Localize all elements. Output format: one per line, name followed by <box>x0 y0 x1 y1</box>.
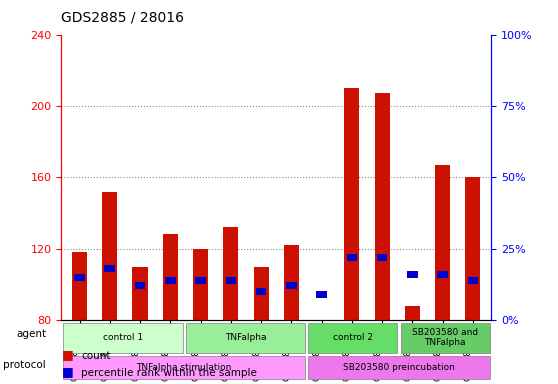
FancyBboxPatch shape <box>63 356 305 379</box>
Bar <box>437 271 448 278</box>
Bar <box>284 245 299 320</box>
Bar <box>256 288 266 295</box>
Bar <box>165 276 176 284</box>
Bar <box>465 177 480 320</box>
Text: TNFalpha: TNFalpha <box>225 333 266 342</box>
Text: agent: agent <box>16 329 46 339</box>
Bar <box>163 235 178 320</box>
Bar <box>286 282 297 290</box>
Bar <box>435 165 450 320</box>
Text: ■: ■ <box>61 365 73 378</box>
Bar <box>223 227 238 320</box>
Text: ■: ■ <box>61 348 73 361</box>
Bar <box>195 276 206 284</box>
Text: SB203580 preincubation: SB203580 preincubation <box>343 363 455 372</box>
Text: control 1: control 1 <box>103 333 143 342</box>
Bar <box>407 271 418 278</box>
Bar <box>405 306 420 320</box>
Bar <box>102 192 117 320</box>
Bar <box>225 276 236 284</box>
Bar <box>344 88 359 320</box>
Text: control 2: control 2 <box>333 333 373 342</box>
Bar <box>253 266 268 320</box>
Bar <box>468 276 478 284</box>
Bar <box>74 274 85 281</box>
Text: percentile rank within the sample: percentile rank within the sample <box>81 368 257 378</box>
Bar <box>72 252 87 320</box>
Text: SB203580 and
TNFalpha: SB203580 and TNFalpha <box>412 328 478 347</box>
Text: TNFalpha stimulation: TNFalpha stimulation <box>137 363 232 372</box>
FancyBboxPatch shape <box>309 356 489 379</box>
Bar <box>132 266 148 320</box>
Bar <box>377 254 387 261</box>
FancyBboxPatch shape <box>63 323 182 353</box>
Bar <box>347 254 357 261</box>
Text: GDS2885 / 28016: GDS2885 / 28016 <box>61 11 184 25</box>
Bar <box>316 291 327 298</box>
Bar <box>104 265 115 272</box>
Bar <box>134 282 145 290</box>
Bar <box>193 249 208 320</box>
FancyBboxPatch shape <box>401 323 489 353</box>
Text: count: count <box>81 351 110 361</box>
Text: protocol: protocol <box>3 360 46 370</box>
Bar <box>374 93 389 320</box>
FancyBboxPatch shape <box>186 323 305 353</box>
FancyBboxPatch shape <box>309 323 397 353</box>
